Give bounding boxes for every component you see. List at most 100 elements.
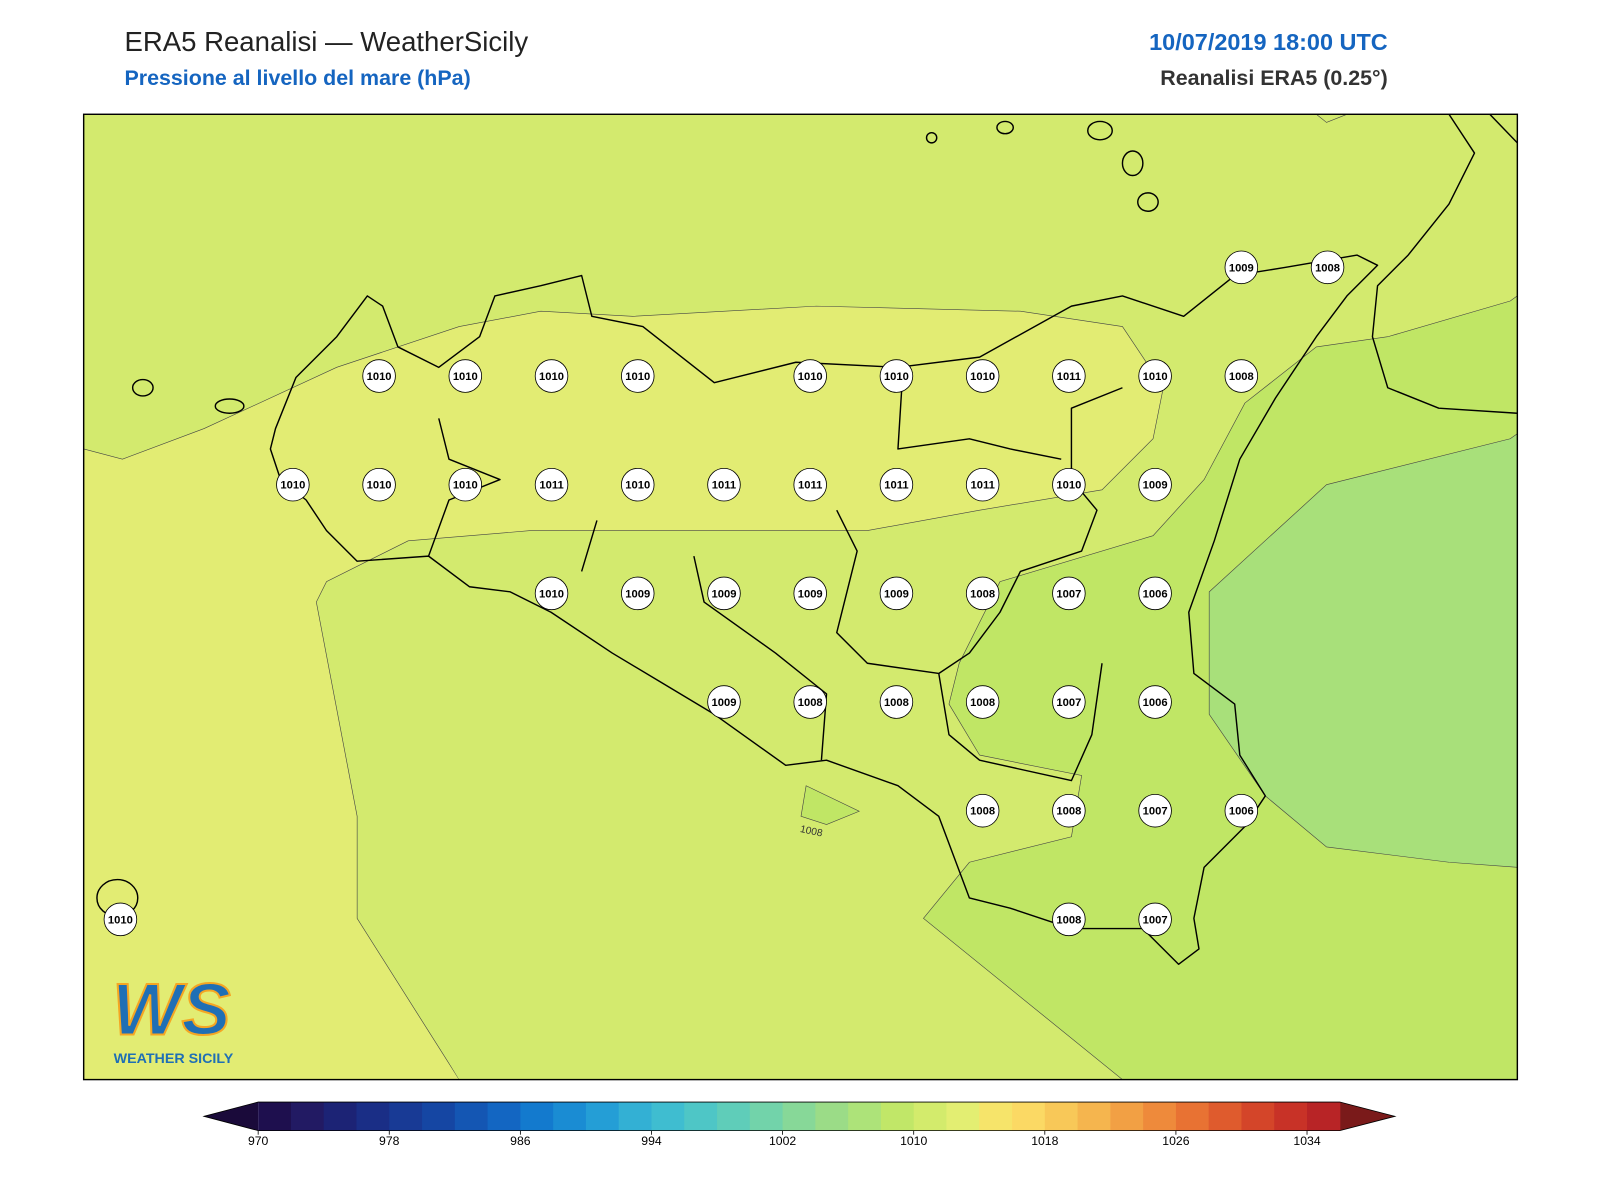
point-label: 1011 [970,480,994,492]
point-marker [1052,902,1086,937]
island [996,120,1014,135]
colorbar-swatch [356,1102,390,1131]
colorbar-swatch [979,1102,1013,1131]
point-label: 1011 [712,480,736,492]
colorbar-swatch [422,1102,456,1131]
point-label: 1007 [1143,914,1168,926]
colorbar-swatch [749,1102,784,1131]
point-label: 1008 [1229,371,1254,383]
point-label: 1010 [1056,480,1081,492]
logo: WS WEATHER SICILY [111,967,234,1067]
point-label: 1011 [539,480,563,492]
colorbar-swatch [323,1102,358,1131]
title: ERA5 Reanalisi — WeatherSicily [124,26,528,57]
field-patch [800,785,860,825]
coastline [96,113,1518,965]
logo-name: WEATHER SICILY [114,1051,234,1067]
point-marker [965,359,1000,393]
map-frame [82,113,1519,1081]
point-label: 1009 [884,588,909,600]
calabria [1371,113,1518,414]
colorbar-swatch [1175,1102,1210,1131]
colorbar-tick-label: 994 [641,1134,662,1148]
point-marker [1224,250,1259,285]
point-label: 1010 [367,480,392,492]
colorbar-swatch [815,1102,849,1131]
point-marker [879,685,914,719]
point-label: 1008 [798,697,823,709]
point-marker [1224,793,1259,828]
point-marker [879,359,914,393]
point-marker [793,685,827,719]
point-marker [1138,359,1172,393]
point-label: 1009 [1229,262,1254,274]
field-top [1315,114,1348,123]
point-marker [707,685,741,719]
point-marker [879,576,914,611]
point-marker [448,359,483,393]
field [83,114,1518,1080]
point-marker [621,467,655,502]
point-label: 1011 [1057,371,1081,383]
date: 10/07/2019 18:00 UTC [1149,29,1388,55]
provinces [427,367,1123,782]
field-gap [326,515,1123,1080]
point-marker [707,467,741,502]
colorbar-tick-label: 1010 [900,1134,927,1148]
island [1121,150,1144,177]
colorbar-swatch [520,1102,554,1131]
point-marker [534,576,569,611]
point-marker [1310,250,1345,285]
point-label: 1009 [1143,480,1168,492]
colorbar-swatch [1274,1102,1308,1131]
colorbar-tick-label: 1026 [1162,1134,1189,1148]
point-marker [1052,467,1086,502]
point-label: 1008 [970,697,995,709]
point-marker [965,467,1000,502]
colorbar-swatch [684,1102,718,1131]
point-marker [965,685,1000,719]
point-marker [707,576,741,611]
point-marker [448,467,483,502]
colorbar-over [1339,1102,1395,1131]
colorbar-tick-label: 986 [510,1134,531,1148]
colorbar-swatch [290,1102,325,1131]
point-label: 1010 [1143,371,1168,383]
point-label: 1006 [1143,697,1168,709]
point-label: 1007 [1056,588,1081,600]
point-marker [965,793,1000,828]
colorbar-swatch [258,1102,292,1131]
source: Reanalisi ERA5 (0.25°) [1160,66,1387,90]
point-marker [621,359,655,393]
colorbar-swatch [1110,1102,1144,1131]
colorbar-swatch [553,1102,587,1131]
colorbar-swatch [389,1102,423,1131]
point-label: 1010 [625,480,650,492]
point-label: 1008 [1315,262,1340,274]
point-label: 1010 [280,480,305,492]
point-marker [1224,359,1259,393]
colorbar-swatch [913,1102,947,1131]
island [925,131,938,144]
field-lower [1208,433,1518,868]
colorbar-swatch [585,1102,620,1131]
island [131,378,154,397]
point-label: 1006 [1229,806,1254,818]
point-marker [1138,793,1172,828]
point-label: 1010 [625,371,650,383]
point-marker [1052,793,1086,828]
point-label: 1010 [367,371,392,383]
island [1137,192,1159,212]
point-marker [1138,467,1172,502]
colorbar-tick-label: 1034 [1293,1134,1320,1148]
colorbar-swatch [946,1102,980,1131]
point-marker [1052,685,1086,719]
point-label: 1010 [453,480,478,492]
point-marker [965,576,1000,611]
colorbar-under [204,1102,259,1131]
colorbar-swatch [1012,1102,1046,1131]
island [1087,120,1113,141]
point-label: 1010 [539,588,564,600]
point-label: 1007 [1143,806,1168,818]
